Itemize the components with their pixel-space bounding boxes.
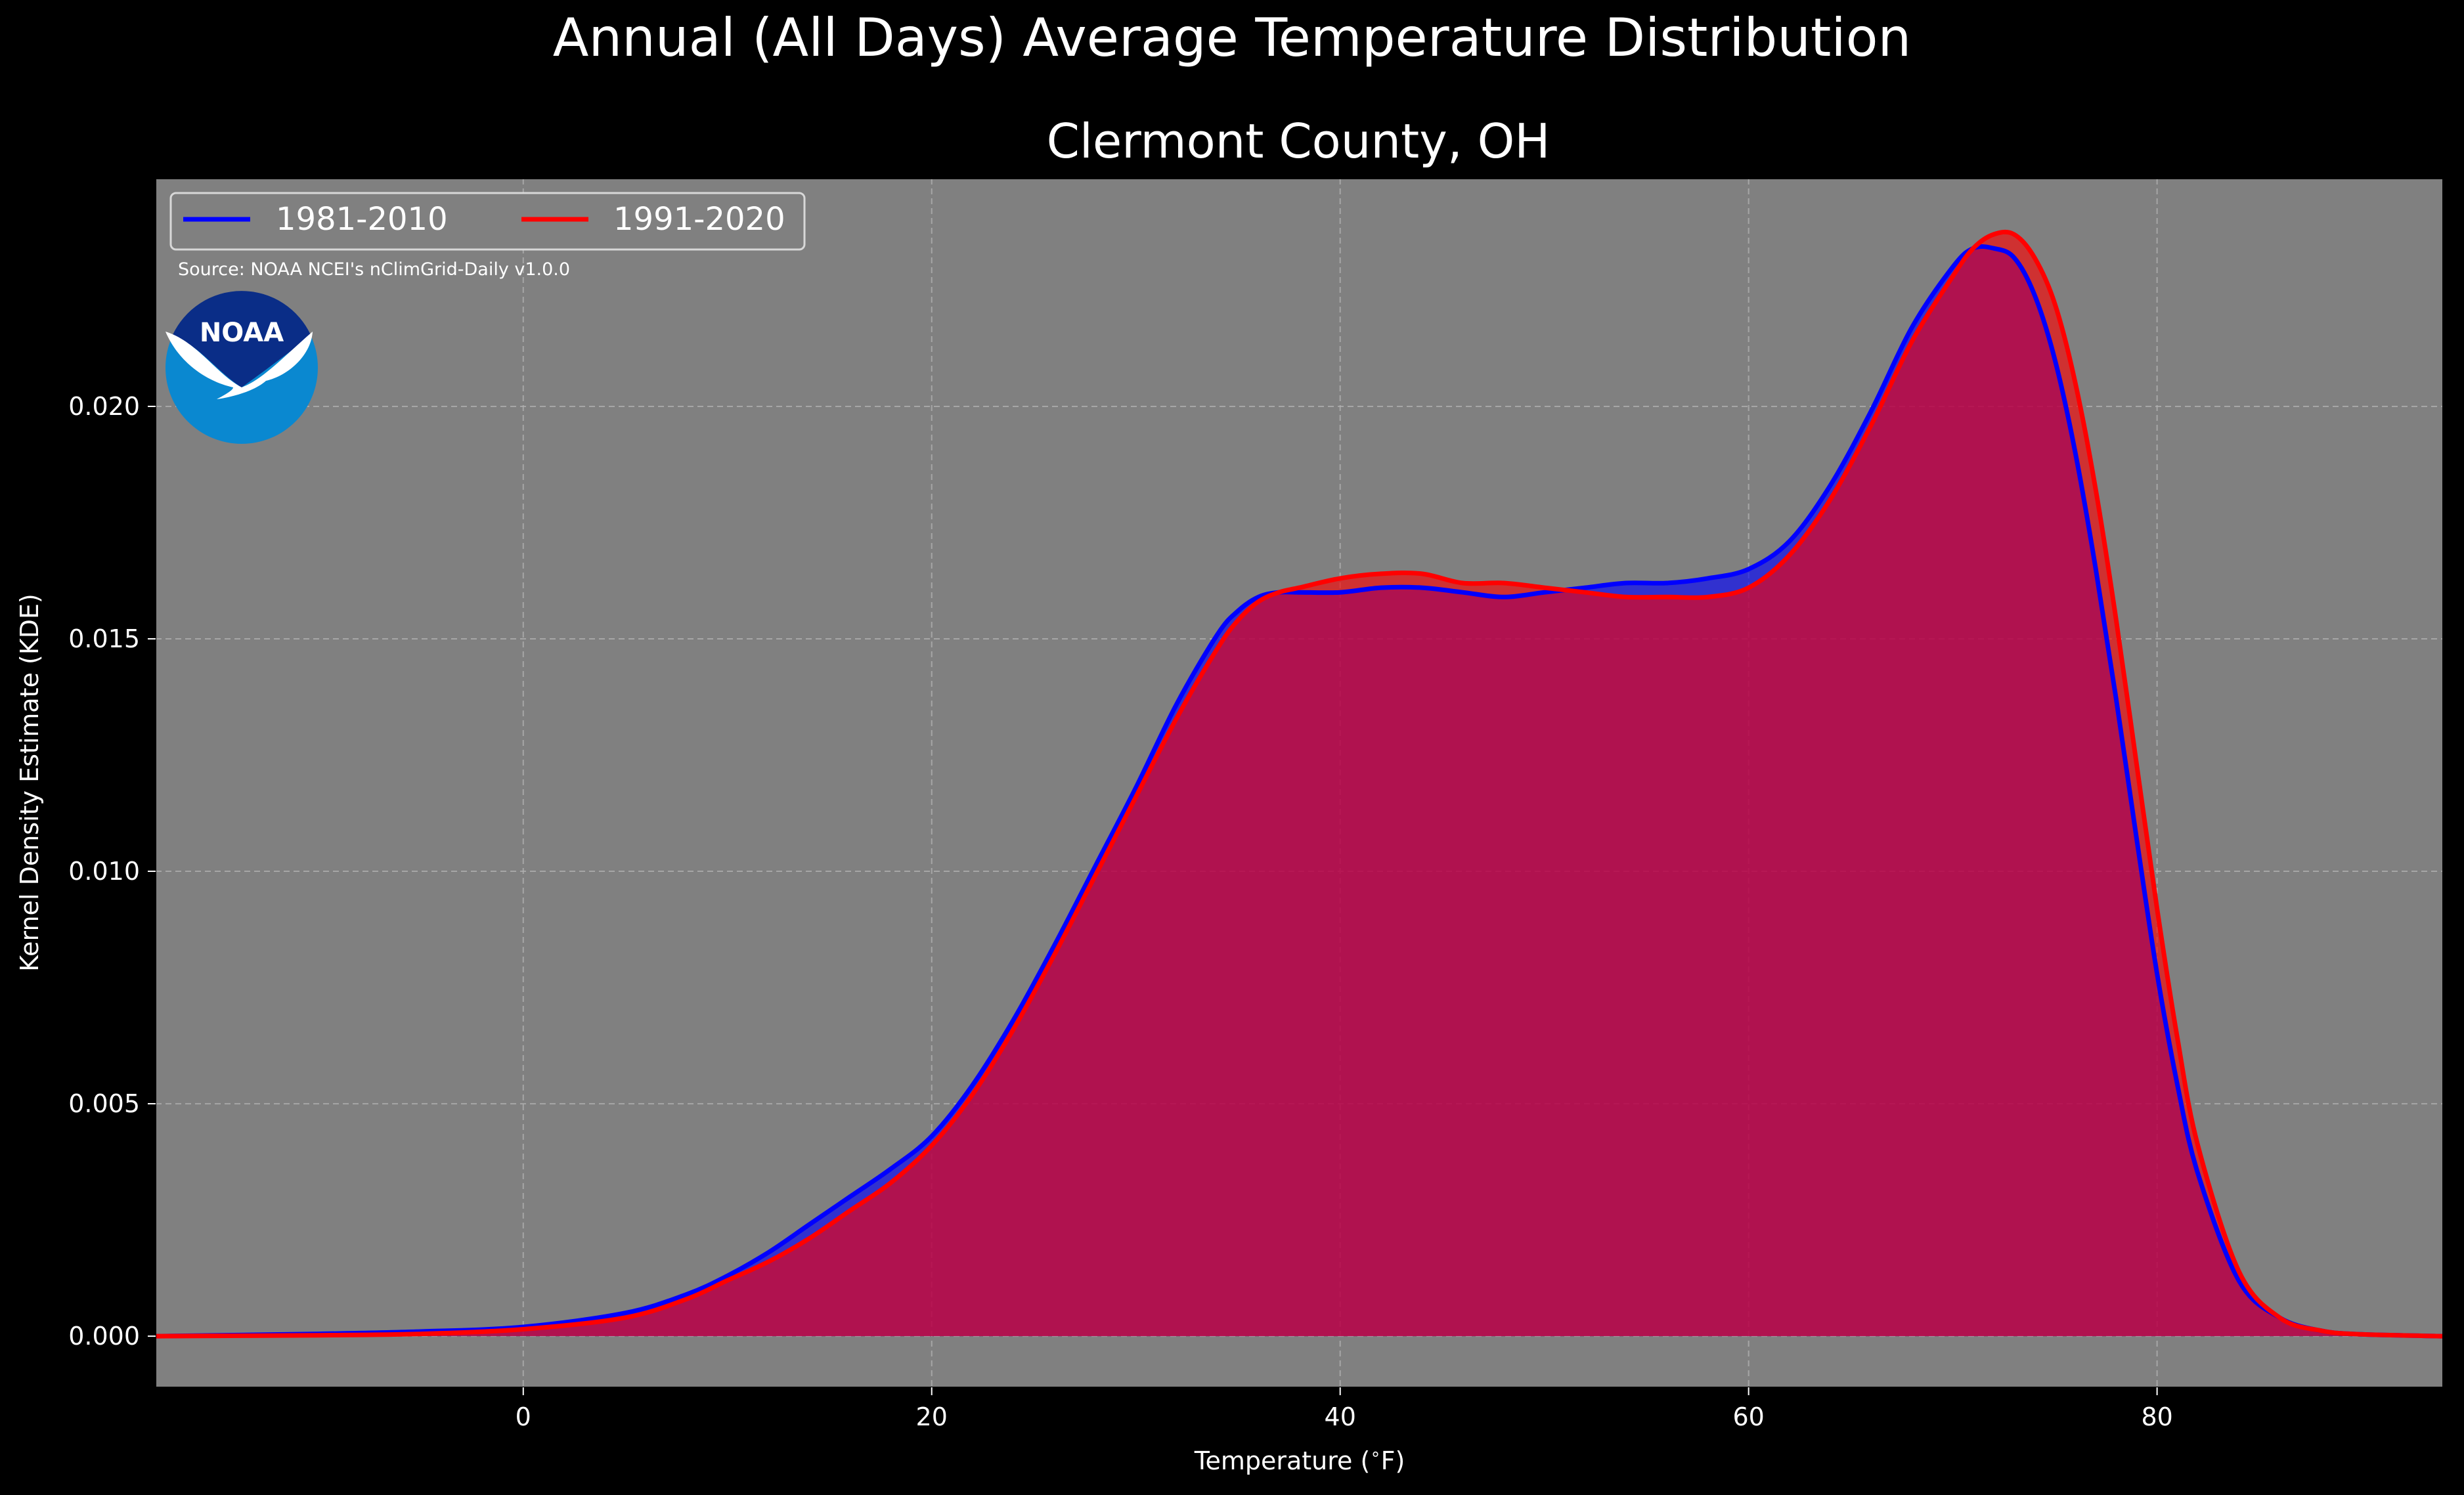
area-fill-1991-2020 <box>156 232 2443 1337</box>
x-tick-label-2: 40 <box>1325 1402 1356 1431</box>
y-tick-label-2: 0.010 <box>68 857 140 886</box>
x-tick-label-4: 80 <box>2141 1402 2172 1431</box>
plot-frame <box>155 178 2444 1388</box>
noaa-logo-text: NOAA <box>200 318 284 348</box>
x-axis-label: Temperature (∘F) <box>1194 1444 1405 1475</box>
y-axis-label: Kernel Density Estimate (KDE) <box>15 594 44 972</box>
legend-box <box>169 192 806 251</box>
legend-label-1991-2020: 1991-2020 <box>613 201 785 238</box>
noaa-logo-upper <box>172 291 311 387</box>
noaa-logo-gull <box>165 332 313 399</box>
series-line-1991-2020 <box>155 229 2444 1339</box>
x-tick-label-1: 20 <box>916 1402 948 1431</box>
chart-title: Annual (All Days) Average Temperature Di… <box>553 7 1911 68</box>
y-tick-label-4: 0.020 <box>68 392 140 421</box>
y-tick-label-0: 0.000 <box>68 1322 140 1351</box>
axes: 0 20 40 60 80 0.000 0.005 0.010 0.015 0.020 <box>68 178 2444 1431</box>
legend: 1981-2010 1991-2020 <box>169 192 806 251</box>
series-layer <box>155 229 2444 1339</box>
x-tick-label-0: 0 <box>516 1402 531 1431</box>
noaa-logo: NOAA <box>165 291 318 444</box>
y-tick-label-3: 0.015 <box>68 624 140 653</box>
source-note: Source: NOAA NCEI's nClimGrid-Daily v1.0… <box>178 259 570 280</box>
legend-label-1981-2010: 1981-2010 <box>276 201 448 238</box>
chart-subtitle: Clermont County, OH <box>1047 114 1551 169</box>
x-tick-label-3: 60 <box>1732 1402 1764 1431</box>
y-tick-label-1: 0.005 <box>68 1089 140 1118</box>
